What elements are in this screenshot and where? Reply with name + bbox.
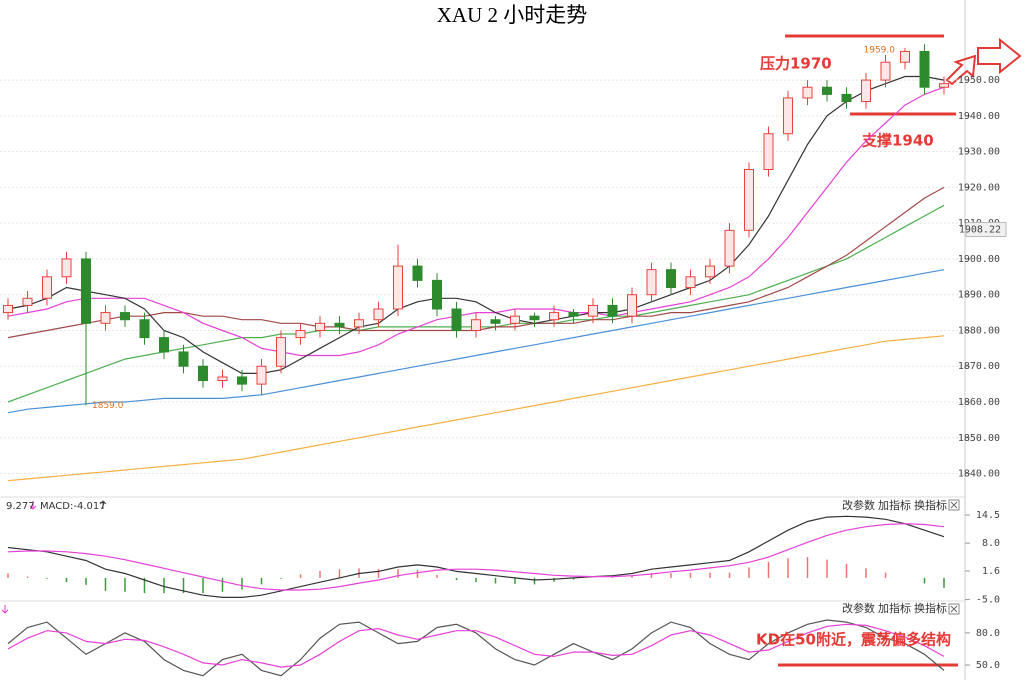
candle-body <box>919 50 930 88</box>
up-icon <box>99 500 107 509</box>
y-tick-label: 1870.00 <box>958 361 1000 372</box>
down-icon <box>29 501 37 510</box>
candle-body <box>217 376 228 382</box>
candle-body <box>139 319 150 339</box>
y-tick-label: 1940.00 <box>958 111 1000 122</box>
candle-body <box>490 319 501 324</box>
toolbar-button[interactable]: 换指标 <box>914 498 947 512</box>
candle-body <box>588 304 598 317</box>
y-tick-label: 1930.00 <box>958 147 1000 158</box>
candle-body <box>880 61 891 81</box>
y-tick-label: 1860.00 <box>958 397 1000 408</box>
candle-body <box>939 83 949 88</box>
y-tick-label: 1950.00 <box>958 75 1000 86</box>
indicator-line <box>7 619 945 677</box>
indicator-line <box>7 204 945 403</box>
candle-body <box>822 86 832 95</box>
arrow-icon <box>945 54 977 86</box>
y-tick-label: 1900.00 <box>958 254 1000 265</box>
candle-body <box>900 50 910 63</box>
y-tick-label: 1.6 <box>982 566 1000 577</box>
close-button[interactable] <box>948 603 960 615</box>
candle-body <box>178 351 189 367</box>
y-tick-label: 80.0 <box>976 628 1000 639</box>
candle-body <box>529 315 540 321</box>
high-label: 1959.0 <box>864 45 896 55</box>
candle-body <box>666 269 676 289</box>
y-tick-label: 14.5 <box>976 510 1000 521</box>
candle-body <box>198 365 208 382</box>
candle-body <box>412 265 423 281</box>
arrow-icon <box>977 37 1022 75</box>
candle-body <box>802 86 813 99</box>
candle-body <box>81 258 91 324</box>
y-tick-label: 1850.00 <box>958 433 1000 444</box>
price-marker <box>965 222 1007 238</box>
candle-body <box>783 97 793 135</box>
y-tick-label: 1880.00 <box>958 325 1000 336</box>
candle-body <box>3 304 13 314</box>
candle-body <box>256 365 267 385</box>
annotation: 压力1970 <box>760 55 832 73</box>
candle-body <box>705 265 715 278</box>
candle-body <box>354 319 364 328</box>
y-tick-label: 50.0 <box>976 660 1000 671</box>
indicator-line <box>7 269 945 414</box>
toolbar-button[interactable]: 加指标 <box>878 498 911 512</box>
toolbar-button[interactable]: 加指标 <box>878 601 911 615</box>
y-tick-label: -5.0 <box>976 595 1000 606</box>
candle-body <box>159 337 169 353</box>
candle-body <box>744 169 754 231</box>
y-tick-label: 1890.00 <box>958 290 1000 301</box>
candle-body <box>841 93 852 103</box>
indicator-line <box>7 623 945 668</box>
candle-body <box>451 308 462 331</box>
down-icon <box>1 605 9 614</box>
candle-body <box>510 315 520 324</box>
indicator-line <box>7 335 945 482</box>
candle-body <box>763 133 774 171</box>
candle-body <box>685 276 696 289</box>
indicator-label: 9.277 <box>6 501 35 512</box>
annotation: KD在50附近，震荡偏多结构 <box>756 631 951 649</box>
candle-body <box>724 229 735 267</box>
candle-body <box>432 279 442 310</box>
candle-body <box>549 312 559 321</box>
candle-body <box>120 312 130 321</box>
price-marker-label: 1908.22 <box>959 225 1001 236</box>
indicator-line <box>7 515 945 598</box>
candle-body <box>276 337 286 367</box>
candle-body <box>646 269 657 296</box>
candle-body <box>334 322 345 328</box>
chart-title: XAU 2 小时走势 <box>437 3 588 27</box>
toolbar-button[interactable]: 换指标 <box>914 601 947 615</box>
low-label: 1859.0 <box>92 401 124 411</box>
y-tick-label: 1840.00 <box>958 469 1000 480</box>
candle-body <box>22 297 33 306</box>
candle-body <box>627 294 637 317</box>
toolbar-button[interactable]: 改参数 <box>842 498 875 512</box>
candle-body <box>61 258 72 278</box>
candle-body <box>237 376 247 385</box>
indicator-label: MACD:-4.017 <box>40 501 106 512</box>
candle-body <box>373 308 384 321</box>
candle-body <box>471 319 481 331</box>
candle-body <box>607 304 618 317</box>
candle-body <box>393 265 403 310</box>
toolbar-button[interactable]: 改参数 <box>842 601 875 615</box>
candle-body <box>861 79 871 103</box>
candle-body <box>568 312 579 317</box>
indicator-line <box>7 523 945 591</box>
y-tick-label: 8.0 <box>982 538 1000 549</box>
annotation: 支撑1940 <box>861 132 934 150</box>
close-button[interactable] <box>948 499 960 511</box>
y-tick-label: 1920.00 <box>958 182 1000 193</box>
candle-body <box>100 312 111 324</box>
candle-body <box>295 329 306 339</box>
candle-body <box>315 322 325 331</box>
candle-body <box>42 276 52 299</box>
